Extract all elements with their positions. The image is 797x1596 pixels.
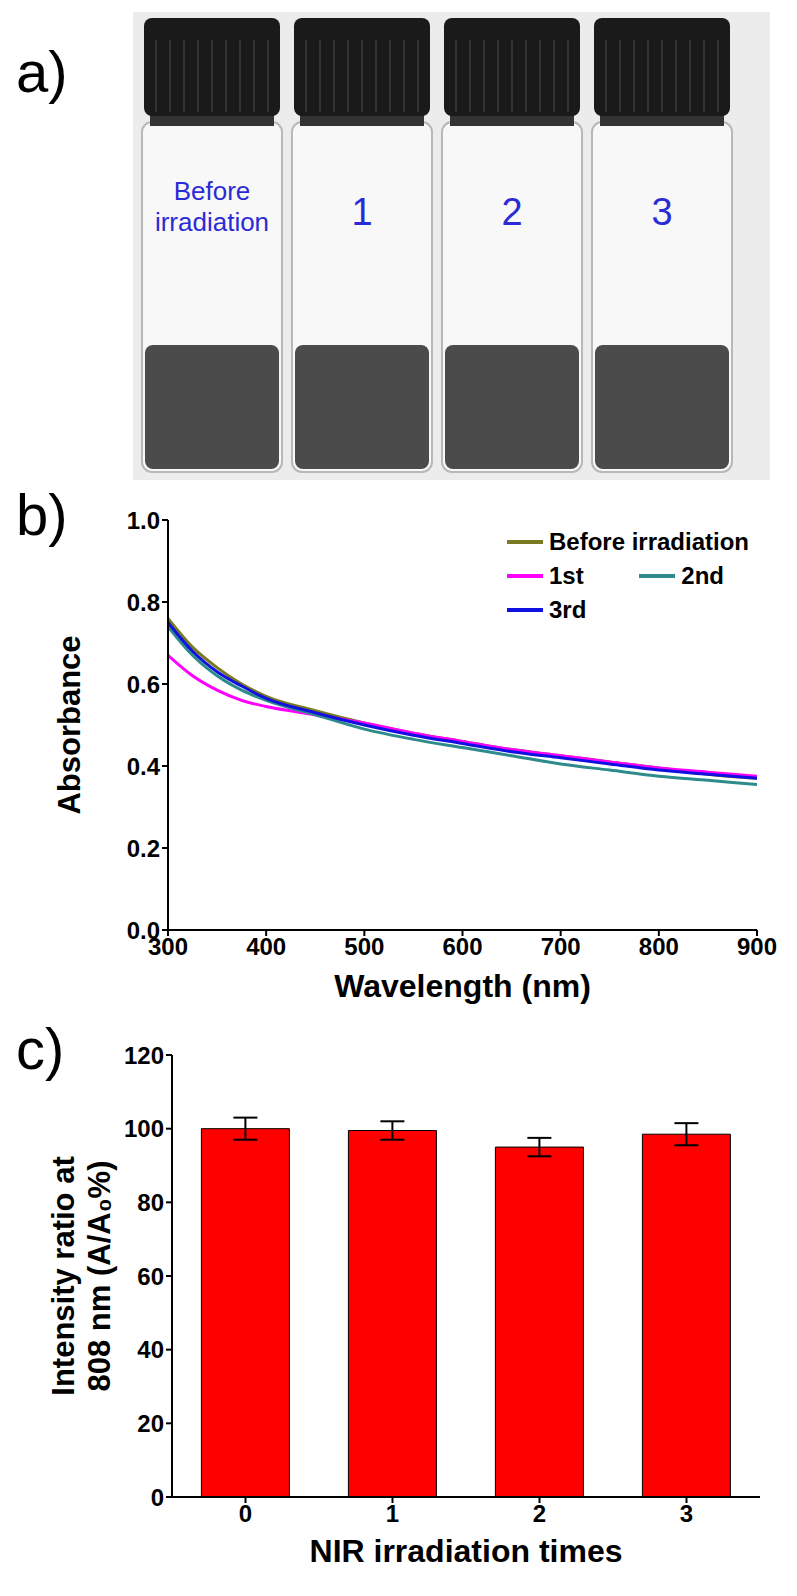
svg-text:300: 300 [148,933,188,960]
svg-text:800: 800 [639,933,679,960]
html-text:2nd: 2nd [681,562,724,589]
svg-text:20: 20 [137,1410,164,1437]
html-text:b): b) [16,482,68,547]
svg-text:0: 0 [239,1500,252,1527]
svg-text:400: 400 [246,933,286,960]
html-text:c): c) [16,1016,65,1081]
svg-text:80: 80 [137,1189,164,1216]
svg-text:0.4: 0.4 [127,753,161,780]
svg-text:0.0: 0.0 [127,917,160,944]
html-text:808 nm (A/A₀%): 808 nm (A/A₀%) [82,1160,117,1392]
html-text:Intensity ratio at: Intensity ratio at [46,1156,81,1396]
svg-text:60: 60 [137,1263,164,1290]
svg-text:500: 500 [344,933,384,960]
svg-text:0.2: 0.2 [127,835,160,862]
svg-text:3: 3 [651,191,672,233]
svg-text:120: 120 [124,1042,164,1069]
svg-text:2: 2 [533,1500,546,1527]
html-text:1st: 1st [549,562,584,589]
svg-text:0: 0 [151,1484,164,1511]
svg-text:40: 40 [137,1336,164,1363]
svg-text:Beforeirradiation: Beforeirradiation [155,176,269,237]
svg-text:100: 100 [124,1115,164,1142]
svg-text:1: 1 [351,191,372,233]
svg-text:0.8: 0.8 [127,589,160,616]
svg-text:2: 2 [501,191,522,233]
svg-text:600: 600 [442,933,482,960]
html-text:Absorbance: Absorbance [52,635,87,815]
html-text:Before irradiation: Before irradiation [549,528,749,555]
svg-text:1.0: 1.0 [127,507,160,534]
svg-text:900: 900 [737,933,777,960]
html-text:NIR irradiation times: NIR irradiation times [309,1533,623,1569]
svg-text:1: 1 [386,1500,399,1527]
svg-text:700: 700 [541,933,581,960]
html-text:3rd: 3rd [549,596,587,623]
svg-text:3: 3 [680,1500,693,1527]
html-text:Wavelength (nm): Wavelength (nm) [334,968,591,1004]
svg-text:0.6: 0.6 [127,671,160,698]
html-text:a): a) [16,39,68,104]
